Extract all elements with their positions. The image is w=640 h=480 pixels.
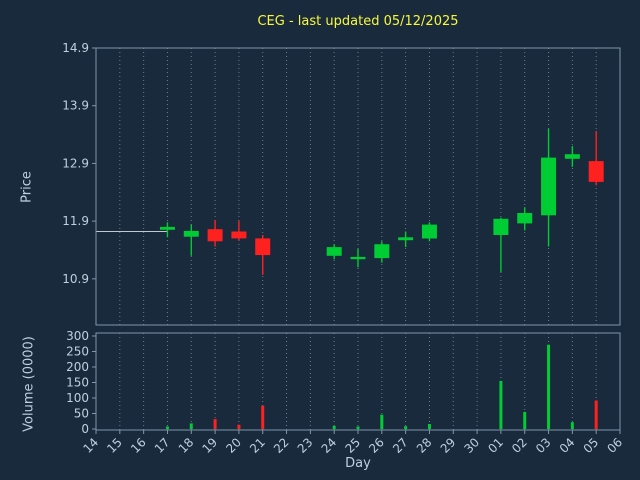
price-tick-label: 14.9: [62, 41, 89, 55]
day-tick-label: 16: [128, 435, 149, 456]
day-tick-label: 04: [557, 435, 578, 456]
volume-bar: [594, 400, 598, 429]
day-tick-label: 05: [581, 435, 602, 456]
day-tick-label: 29: [438, 435, 459, 456]
x-axis-label: Day: [345, 456, 371, 471]
volume-bar: [165, 426, 169, 429]
day-tick-label: 26: [366, 435, 387, 456]
volume-bar: [261, 405, 265, 430]
volume-bar: [523, 411, 527, 429]
volume-tick-label: 0: [81, 422, 89, 436]
volume-bar: [189, 423, 193, 429]
volume-tick-label: 300: [66, 329, 89, 343]
candle-body: [517, 213, 533, 224]
candle-body: [493, 218, 509, 235]
volume-tick-label: 200: [66, 360, 89, 374]
day-tick-label: 14: [80, 435, 101, 456]
day-tick-label: 25: [342, 435, 363, 456]
price-panel-frame: [95, 47, 621, 326]
candle-body: [183, 230, 199, 237]
day-tick-label: 21: [247, 435, 268, 456]
day-tick-label: 02: [509, 435, 530, 456]
candle-body: [255, 238, 271, 256]
candle-body: [350, 256, 366, 260]
candle-body: [374, 244, 390, 259]
day-tick-label: 24: [319, 435, 340, 456]
day-tick-label: 22: [271, 435, 292, 456]
day-tick-label: 23: [295, 435, 316, 456]
day-tick-label: 19: [200, 435, 221, 456]
chart-title: CEG - last updated 05/12/2025: [257, 14, 459, 29]
day-tick-label: 01: [485, 435, 506, 456]
volume-bar: [380, 414, 384, 429]
volume-bar: [570, 422, 574, 429]
volume-bar: [499, 380, 503, 429]
volume-bar: [547, 344, 551, 429]
price-tick-label: 11.9: [62, 214, 89, 228]
volume-bar: [404, 426, 408, 429]
candle-body: [541, 157, 557, 216]
candle-body: [588, 161, 604, 182]
day-tick-label: 27: [390, 435, 411, 456]
volume-bar: [332, 425, 336, 429]
day-tick-label: 17: [152, 435, 173, 456]
day-tick-label: 18: [176, 435, 197, 456]
candle-body: [421, 224, 437, 239]
candle-body: [207, 229, 223, 242]
volume-bar: [427, 424, 431, 429]
candle-body: [326, 247, 342, 256]
day-tick-label: 30: [462, 435, 483, 456]
day-tick-label: 20: [223, 435, 244, 456]
volume-bar: [213, 419, 217, 429]
candle-body: [159, 226, 175, 230]
volume-bar: [237, 424, 241, 429]
volume-bar: [356, 426, 360, 429]
volume-tick-label: 50: [74, 407, 89, 421]
candle-body: [231, 231, 247, 239]
volume-tick-label: 250: [66, 345, 89, 359]
volume-tick-label: 100: [66, 391, 89, 405]
candle-body: [564, 154, 580, 159]
price-tick-label: 12.9: [62, 156, 89, 170]
day-tick-label: 15: [104, 435, 125, 456]
day-tick-label: 06: [604, 435, 625, 456]
candle-body: [398, 237, 414, 241]
day-tick-label: 28: [414, 435, 435, 456]
volume-tick-label: 150: [66, 376, 89, 390]
day-tick-label: 03: [533, 435, 554, 456]
price-tick-label: 13.9: [62, 99, 89, 113]
price-tick-label: 10.9: [62, 272, 89, 286]
